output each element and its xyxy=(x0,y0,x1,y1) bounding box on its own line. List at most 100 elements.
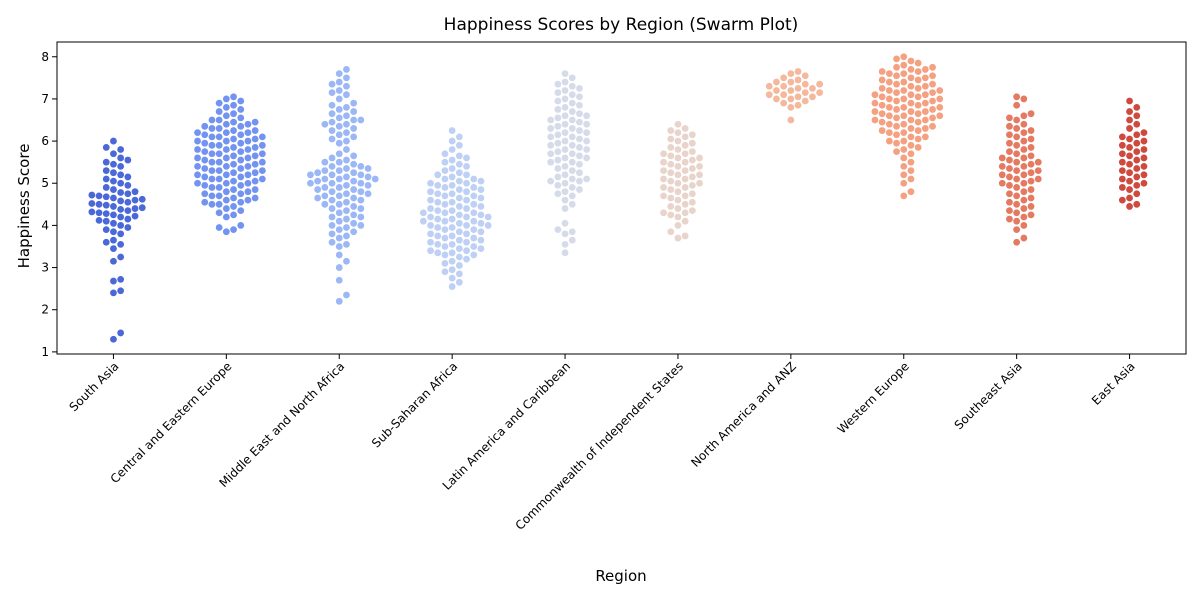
data-point xyxy=(343,91,350,99)
data-point xyxy=(1034,158,1042,166)
data-point xyxy=(674,162,682,170)
data-point xyxy=(201,156,209,164)
data-point xyxy=(251,194,259,202)
data-point xyxy=(117,205,125,213)
data-point xyxy=(929,89,936,96)
data-point xyxy=(335,234,343,242)
data-point xyxy=(237,222,245,229)
data-point xyxy=(921,91,929,99)
data-point xyxy=(696,171,703,179)
data-point xyxy=(455,152,463,160)
data-point xyxy=(477,245,485,252)
data-point xyxy=(455,133,463,141)
data-point xyxy=(914,127,922,134)
data-point xyxy=(343,198,350,206)
data-point xyxy=(1027,110,1035,118)
data-point xyxy=(102,193,110,201)
data-point xyxy=(434,171,442,179)
data-point xyxy=(110,228,117,236)
data-point xyxy=(427,205,434,212)
data-point xyxy=(1133,112,1141,120)
data-point xyxy=(434,249,442,257)
data-point xyxy=(1118,184,1126,191)
data-point xyxy=(1140,179,1148,187)
data-point xyxy=(244,162,252,170)
data-point xyxy=(215,209,223,217)
data-point xyxy=(455,141,463,149)
data-point xyxy=(201,131,209,139)
data-point xyxy=(1133,139,1141,147)
data-point xyxy=(343,190,350,198)
data-point xyxy=(1140,171,1148,179)
data-point xyxy=(688,198,696,206)
data-point xyxy=(1126,125,1133,132)
data-point xyxy=(427,213,434,221)
data-point xyxy=(681,184,689,191)
data-point xyxy=(878,118,886,126)
data-point xyxy=(1013,101,1021,109)
data-point xyxy=(878,76,886,84)
data-point xyxy=(554,97,562,105)
data-point xyxy=(244,129,252,137)
data-point xyxy=(335,131,343,139)
data-point xyxy=(547,125,555,132)
data-point xyxy=(1013,125,1021,132)
data-point xyxy=(554,165,562,172)
data-point xyxy=(900,171,908,179)
data-point xyxy=(1006,156,1013,164)
data-point xyxy=(900,146,908,153)
data-point xyxy=(561,154,569,162)
data-point xyxy=(251,160,259,168)
data-point xyxy=(328,110,336,118)
data-point xyxy=(900,162,908,170)
data-point xyxy=(583,137,591,145)
data-point xyxy=(907,82,915,90)
data-point xyxy=(1027,160,1035,168)
data-point xyxy=(335,122,343,130)
data-point xyxy=(674,171,682,179)
data-point xyxy=(1020,95,1028,103)
data-point xyxy=(1013,192,1021,200)
data-point xyxy=(1126,177,1133,185)
data-point xyxy=(117,146,125,153)
data-point xyxy=(117,197,125,205)
data-point xyxy=(1140,162,1148,170)
data-point xyxy=(441,192,449,200)
data-point xyxy=(251,152,259,160)
data-point xyxy=(343,181,350,189)
data-point xyxy=(357,179,365,187)
data-point xyxy=(576,84,583,92)
data-point xyxy=(102,144,110,151)
data-point xyxy=(110,194,117,202)
data-point xyxy=(1027,135,1035,143)
data-point xyxy=(568,99,576,107)
data-point xyxy=(427,196,434,204)
data-point xyxy=(561,146,569,153)
data-point xyxy=(1020,162,1028,170)
data-point xyxy=(201,139,209,147)
data-point xyxy=(124,198,132,206)
data-point xyxy=(215,184,223,191)
data-point xyxy=(1006,198,1013,206)
data-point xyxy=(1006,139,1013,147)
data-point xyxy=(936,95,944,103)
data-point xyxy=(780,82,788,90)
data-point xyxy=(448,240,456,248)
data-point xyxy=(470,209,478,217)
data-point xyxy=(900,78,908,86)
data-point xyxy=(230,110,237,118)
data-point xyxy=(660,167,667,174)
data-point xyxy=(554,226,562,234)
data-point xyxy=(463,196,470,204)
data-point xyxy=(1126,186,1133,193)
data-point xyxy=(477,236,485,244)
data-point xyxy=(583,129,591,137)
data-point xyxy=(251,127,259,134)
y-tick-label: 8 xyxy=(41,50,49,64)
data-point xyxy=(441,243,449,250)
data-point xyxy=(110,211,117,219)
data-point xyxy=(914,101,922,109)
data-point xyxy=(343,66,350,73)
data-point xyxy=(427,247,434,255)
data-point xyxy=(1013,226,1021,234)
